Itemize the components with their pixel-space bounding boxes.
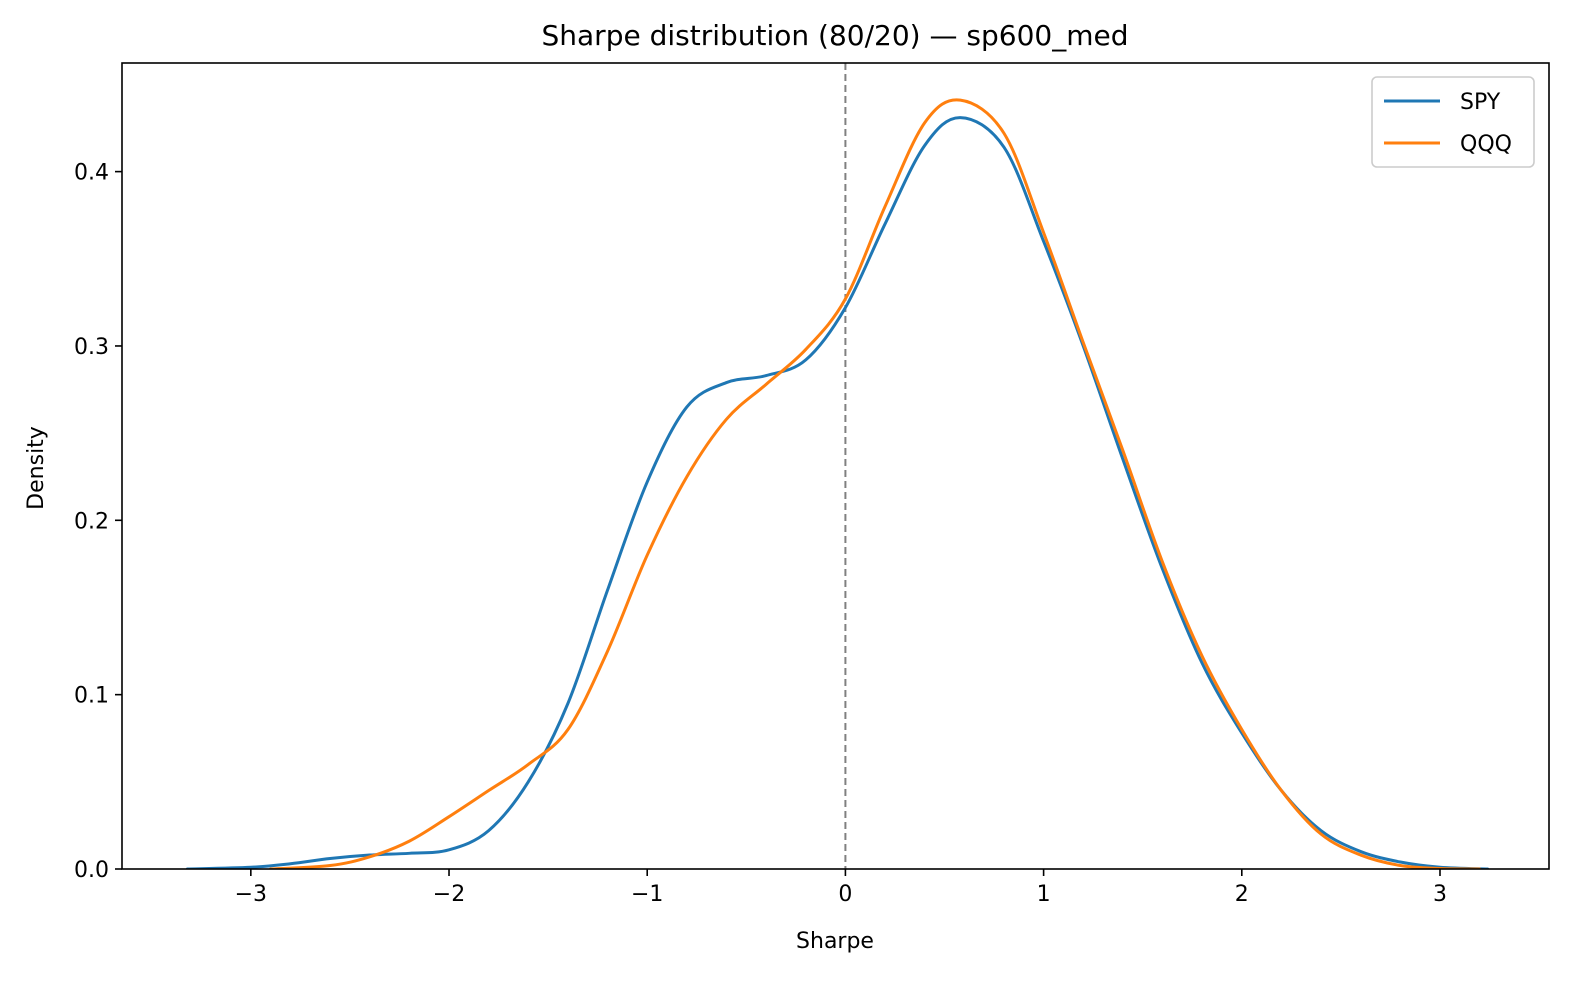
y-tick-label: 0.3: [74, 335, 109, 360]
axes: −3 −2 −1 0 1 2 3 0.0 0.1 0.2 0.3 0.4: [74, 62, 1550, 907]
y-tick-label: 0.1: [74, 684, 109, 709]
legend: SPY QQQ: [1371, 76, 1535, 168]
y-tick-label: 0.2: [74, 509, 109, 534]
chart-title: Sharpe distribution (80/20) — sp600_med: [542, 19, 1129, 52]
x-tick-label: 1: [1037, 882, 1051, 907]
x-tick-label: −3: [235, 882, 267, 907]
legend-label-spy: SPY: [1460, 90, 1501, 115]
y-tick-label: 0.4: [74, 161, 109, 186]
x-tick-label: −2: [433, 882, 465, 907]
y-tick-label: 0.0: [74, 858, 109, 883]
x-tick-label: −1: [631, 882, 663, 907]
x-tick-label: 0: [838, 882, 852, 907]
y-axis-label: Density: [24, 426, 49, 510]
x-tick-label: 3: [1433, 882, 1447, 907]
legend-label-qqq: QQQ: [1460, 132, 1512, 157]
x-tick-label: 2: [1235, 882, 1249, 907]
plot-area: [185, 63, 1490, 869]
series-line-qqq: [269, 98, 1482, 869]
series-line-spy: [185, 116, 1490, 869]
plot-frame: [121, 62, 1550, 870]
x-axis-label: Sharpe: [796, 929, 874, 954]
